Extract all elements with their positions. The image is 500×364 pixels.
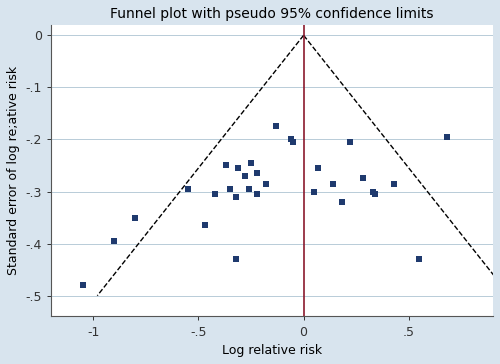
Point bbox=[272, 123, 280, 129]
Point bbox=[232, 194, 240, 199]
Point bbox=[226, 186, 234, 192]
Point bbox=[254, 191, 262, 197]
X-axis label: Log relative risk: Log relative risk bbox=[222, 344, 322, 357]
Point bbox=[310, 189, 318, 194]
Point bbox=[390, 181, 398, 187]
Point bbox=[254, 170, 262, 176]
Point bbox=[232, 256, 240, 262]
Point bbox=[247, 160, 255, 166]
Point bbox=[211, 191, 219, 197]
Point bbox=[346, 139, 354, 145]
Point bbox=[234, 165, 242, 171]
Point bbox=[240, 173, 248, 179]
Title: Funnel plot with pseudo 95% confidence limits: Funnel plot with pseudo 95% confidence l… bbox=[110, 7, 434, 21]
Point bbox=[200, 222, 208, 228]
Point bbox=[262, 181, 270, 187]
Point bbox=[314, 165, 322, 171]
Point bbox=[110, 238, 118, 244]
Point bbox=[287, 136, 295, 142]
Point bbox=[184, 186, 192, 192]
Point bbox=[289, 139, 297, 145]
Point bbox=[78, 282, 86, 288]
Y-axis label: Standard error of log re;ative risk: Standard error of log re;ative risk bbox=[7, 66, 20, 275]
Point bbox=[131, 215, 139, 221]
Point bbox=[338, 199, 345, 205]
Point bbox=[369, 189, 377, 194]
Point bbox=[358, 175, 366, 181]
Point bbox=[222, 163, 230, 169]
Point bbox=[245, 186, 253, 192]
Point bbox=[416, 256, 424, 262]
Point bbox=[371, 191, 379, 197]
Point bbox=[442, 134, 450, 140]
Point bbox=[329, 181, 337, 187]
